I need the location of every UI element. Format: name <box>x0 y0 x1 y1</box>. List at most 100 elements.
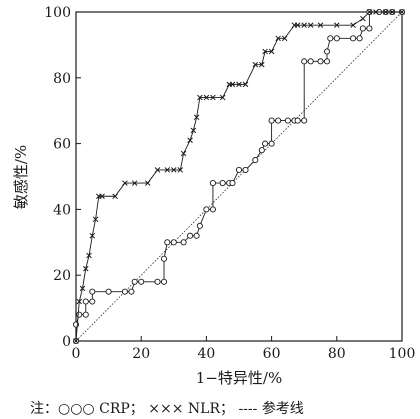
nlr-point <box>334 22 340 28</box>
reference-line-layer <box>75 11 403 342</box>
reference-line <box>75 11 403 342</box>
x-tick-label: 40 <box>197 346 215 362</box>
nlr-point <box>350 22 356 28</box>
nlr-point <box>164 167 171 173</box>
y-tick-label: 80 <box>53 71 71 87</box>
nlr-point <box>180 150 187 157</box>
crp-point <box>76 311 83 318</box>
series-nlr <box>73 9 405 344</box>
crp-point <box>131 278 138 285</box>
nlr-point <box>281 35 288 42</box>
crp-point <box>89 298 96 305</box>
crp-point <box>301 117 308 124</box>
crp-point <box>105 288 112 295</box>
crp-point <box>170 239 177 246</box>
x-tick-label: 100 <box>389 346 416 362</box>
crp-point <box>284 117 291 124</box>
crp-point <box>327 35 334 42</box>
note-label: NLR； <box>188 401 239 417</box>
nlr-point <box>197 94 203 101</box>
crp-point <box>258 147 265 154</box>
nlr-point <box>203 94 210 101</box>
y-tick-label: 0 <box>62 334 71 350</box>
nlr-point <box>190 127 197 134</box>
crp-point <box>82 298 89 305</box>
y-axis-title: 敏感性/% <box>12 145 30 209</box>
nlr-point <box>210 94 216 101</box>
y-tick-label: 100 <box>44 5 71 21</box>
axes <box>75 11 403 342</box>
crp-point <box>160 278 168 285</box>
nlr-point <box>373 9 379 15</box>
crp-point <box>209 206 216 213</box>
nlr-point <box>252 61 259 68</box>
crp-point <box>333 35 340 42</box>
crp-point <box>196 222 203 229</box>
nlr-point <box>187 137 193 144</box>
crp-point <box>323 58 331 65</box>
nlr-point <box>268 48 275 55</box>
crp-point <box>160 255 168 262</box>
nlr-point <box>144 180 151 186</box>
crp-point <box>187 232 194 239</box>
nlr-point <box>294 22 301 28</box>
x-tick-label: 60 <box>263 346 281 362</box>
nlr-point <box>79 285 86 292</box>
nlr-point <box>122 180 128 186</box>
nlr-point <box>399 9 405 15</box>
nlr-point <box>360 15 366 22</box>
crp-point <box>317 58 324 65</box>
nlr-point <box>307 22 314 28</box>
nlr-point <box>131 180 138 186</box>
nlr-point <box>86 252 92 259</box>
crp-point <box>268 117 275 124</box>
x-tick-label: 80 <box>328 346 346 362</box>
note-prefix: 注： <box>30 401 58 417</box>
nlr-point <box>154 167 161 173</box>
crp-point <box>219 180 226 187</box>
crp-point <box>164 239 171 246</box>
nlr-point <box>219 94 226 101</box>
note-symbol: ---- <box>238 401 261 417</box>
nlr-point <box>301 22 307 28</box>
plot-frame <box>75 11 403 342</box>
note-label: CRP； <box>99 401 148 417</box>
nlr-point <box>112 193 118 199</box>
crp-point <box>193 232 200 239</box>
y-tick-label: 40 <box>53 202 71 218</box>
nlr-point <box>236 81 242 88</box>
crp-point <box>180 239 187 246</box>
nlr-point <box>259 61 265 68</box>
nlr-point <box>317 22 324 28</box>
nlr-point <box>382 9 389 15</box>
x-tick-label: 20 <box>132 346 150 362</box>
nlr-point <box>366 9 373 15</box>
tick-labels: 0 20 40 60 80 100 0 20 40 60 80 100 <box>44 5 415 362</box>
crp-point <box>154 278 161 285</box>
crp-point <box>323 48 331 55</box>
crp-point <box>350 35 357 42</box>
nlr-point <box>92 216 99 223</box>
crp-point <box>121 288 128 295</box>
nlr-point <box>275 35 281 42</box>
nlr-point <box>99 193 105 199</box>
crp-point <box>356 35 363 42</box>
nlr-point <box>73 338 79 344</box>
x-tick-label: 0 <box>72 346 81 362</box>
crp-point <box>359 25 366 32</box>
y-tick-label: 20 <box>53 268 71 284</box>
crp-point <box>242 166 249 173</box>
crp-point <box>268 140 275 147</box>
note-line: 注：○○○ CRP； ××× NLR； ---- 参考线 <box>30 400 304 417</box>
x-axis-title: 1−特异性/% <box>196 369 282 387</box>
crp-point <box>307 58 314 65</box>
crp-point <box>366 25 373 32</box>
crp-point <box>301 58 308 65</box>
nlr-point <box>177 167 184 173</box>
crp-point <box>128 288 135 295</box>
crp-point <box>252 156 259 164</box>
nlr-point <box>193 114 200 121</box>
nlr-point <box>389 9 395 15</box>
